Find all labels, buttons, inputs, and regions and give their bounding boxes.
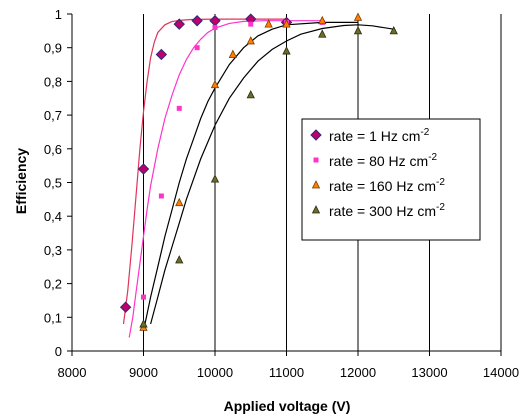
plot-frame bbox=[67, 13, 502, 356]
data-point-series-3 bbox=[353, 12, 363, 21]
y-tick-label: 0,3 bbox=[44, 243, 62, 258]
y-tick-label: 0,5 bbox=[44, 176, 62, 191]
legend-label-text: rate = 80 Hz cm bbox=[329, 153, 428, 169]
fit-curve-4 bbox=[150, 24, 394, 325]
data-point-series-1 bbox=[155, 48, 168, 61]
x-tick-label: 8000 bbox=[58, 365, 87, 380]
data-point-series-3 bbox=[175, 197, 184, 207]
data-point-series-2 bbox=[158, 193, 164, 199]
y-tick-label: 0,6 bbox=[44, 142, 62, 157]
fit-curve-1 bbox=[122, 18, 287, 325]
legend-marker-2 bbox=[313, 157, 319, 163]
data-point-series-4 bbox=[210, 174, 220, 183]
y-tick-label: 1 bbox=[55, 7, 62, 22]
legend-marker-4 bbox=[311, 205, 321, 214]
data-point-series-1 bbox=[173, 18, 185, 30]
data-point-series-3 bbox=[246, 36, 255, 45]
data-point-series-2 bbox=[194, 45, 200, 51]
data-point-series-1 bbox=[191, 15, 203, 27]
data-point-series-3 bbox=[318, 15, 327, 25]
x-tick-label: 13000 bbox=[411, 365, 447, 380]
data-point-series-4 bbox=[139, 319, 148, 328]
data-point-series-1 bbox=[209, 15, 221, 27]
x-tick-label: 12000 bbox=[340, 365, 376, 380]
data-point-series-2 bbox=[176, 105, 182, 111]
data-point-series-2 bbox=[141, 294, 146, 300]
fit-curve-3 bbox=[142, 21, 358, 331]
fit-curve-2 bbox=[128, 20, 323, 338]
y-tick-label: 0,2 bbox=[44, 277, 62, 292]
legend-entry-1: rate = 1 Hz cm-2 bbox=[310, 127, 430, 144]
legend-entry-4: rate = 300 Hz cm-2 bbox=[311, 202, 445, 219]
legend-label-text: rate = 1 Hz cm bbox=[329, 128, 420, 144]
legend-label-superscript: -2 bbox=[436, 202, 445, 213]
data-point-series-3 bbox=[264, 19, 273, 28]
x-tick-label: 9000 bbox=[129, 365, 158, 380]
data-point-series-4 bbox=[246, 89, 255, 99]
y-tick-label: 0,9 bbox=[44, 41, 62, 56]
x-tick-label: 10000 bbox=[197, 365, 233, 380]
y-tick-label: 0,1 bbox=[44, 310, 62, 325]
data-point-series-4 bbox=[389, 25, 398, 35]
legend-label-superscript: -2 bbox=[428, 152, 437, 163]
legend-label-1: rate = 1 Hz cm-2 bbox=[329, 127, 430, 144]
legend-marker-3 bbox=[311, 180, 321, 189]
data-point-series-2 bbox=[212, 24, 218, 30]
data-point-series-1 bbox=[137, 163, 150, 175]
legend-marker-1 bbox=[310, 129, 322, 141]
tick-labels: 0 0,1 0,2 0,3 0,4 0,5 0,6 0,7 0,8 0,9 1 8000 9000 100… bbox=[44, 7, 519, 380]
y-axis-title: Efficiency bbox=[13, 148, 29, 214]
data-point-series-3 bbox=[210, 79, 220, 89]
legend-entry-2: rate = 80 Hz cm-2 bbox=[313, 152, 438, 169]
legend-entry-3: rate = 160 Hz cm-2 bbox=[311, 177, 445, 194]
data-point-series-4 bbox=[318, 29, 327, 38]
x-axis-title: Applied voltage (V) bbox=[224, 398, 351, 414]
data-points bbox=[119, 12, 398, 331]
legend-label-text: rate = 300 Hz cm bbox=[329, 203, 436, 219]
data-point-series-2 bbox=[248, 21, 254, 27]
data-point-series-4 bbox=[282, 46, 291, 55]
y-tick-label: 0,8 bbox=[44, 74, 62, 89]
data-point-series-3 bbox=[282, 19, 291, 28]
legend-label-3: rate = 160 Hz cm-2 bbox=[329, 177, 445, 194]
x-tick-label: 14000 bbox=[483, 365, 519, 380]
legend-label-text: rate = 160 Hz cm bbox=[329, 178, 436, 194]
legend-box bbox=[301, 118, 481, 241]
y-tick-label: 0,4 bbox=[44, 209, 62, 224]
legend-label-4: rate = 300 Hz cm-2 bbox=[329, 202, 445, 219]
legend-label-superscript: -2 bbox=[436, 177, 445, 188]
legend-label-2: rate = 80 Hz cm-2 bbox=[329, 152, 438, 169]
data-point-series-4 bbox=[175, 255, 184, 264]
y-tick-label: 0,7 bbox=[44, 108, 62, 123]
data-point-series-1 bbox=[119, 301, 132, 313]
legend-label-superscript: -2 bbox=[420, 127, 429, 138]
data-point-series-4 bbox=[353, 25, 363, 35]
x-tick-label: 11000 bbox=[269, 365, 304, 380]
data-point-series-3 bbox=[228, 49, 238, 58]
y-tick-label: 0 bbox=[55, 344, 62, 359]
